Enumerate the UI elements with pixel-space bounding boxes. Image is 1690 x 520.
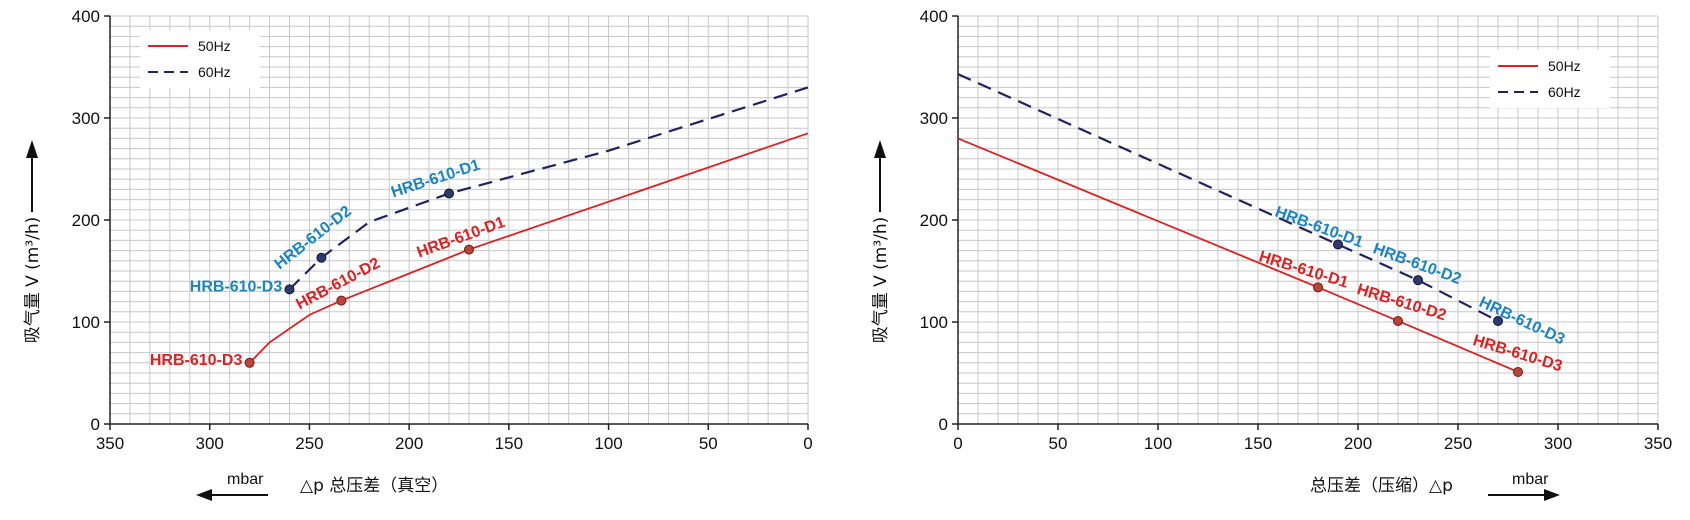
y-tick-label: 0: [939, 415, 948, 434]
data-point: [336, 295, 347, 306]
y-axis-label: 吸气量 V (m³/h): [23, 217, 43, 344]
x-tick-label: 150: [1244, 434, 1272, 453]
y-tick-label: 300: [920, 109, 948, 128]
y-tick-label: 200: [920, 211, 948, 230]
legend-label: 50Hz: [198, 38, 231, 54]
data-point: [1333, 239, 1343, 250]
y-tick-label: 300: [72, 109, 100, 128]
series-line-50Hz: [957, 137, 1519, 373]
x-tick-label: 50: [1049, 434, 1068, 453]
data-point: [1313, 282, 1323, 293]
data-point: [1493, 315, 1503, 326]
y-tick-label: 400: [72, 7, 100, 26]
legend-label: 50Hz: [1548, 58, 1581, 74]
data-point: [316, 252, 327, 263]
legend-box: [140, 30, 260, 88]
legend-label: 60Hz: [1548, 84, 1581, 100]
x-tick-label: 100: [594, 434, 622, 453]
x-unit-label: mbar: [1512, 471, 1549, 488]
x-tick-label: 200: [395, 434, 423, 453]
data-point: [1413, 275, 1423, 286]
data-point: [1513, 366, 1523, 377]
data-point: [1393, 315, 1403, 326]
y-arrow-head: [874, 140, 886, 158]
x-arrow-head: [1544, 489, 1560, 501]
data-label: HRB-610-D1: [1257, 248, 1350, 291]
data-label: HRB-610-D3: [150, 352, 243, 369]
y-arrow-head: [26, 140, 38, 158]
y-tick-label: 400: [920, 7, 948, 26]
x-tick-label: 150: [495, 434, 523, 453]
x-tick-label: 250: [1444, 434, 1472, 453]
y-tick-label: 0: [91, 415, 100, 434]
data-label: HRB-610-D1: [1273, 204, 1366, 252]
chart-panel-2: 0 100 200 300 400 0 50 100 150 200 250 300 350 HRB-61…: [871, 7, 1672, 501]
chart-panel-1: 0 100 200 300 400 350 300 250 200 150 100 50 0 HRB-61…: [23, 7, 813, 501]
y-axis-label: 吸气量 V (m³/h): [871, 217, 891, 344]
series-line-50Hz: [248, 132, 809, 364]
x-unit-label: mbar: [227, 471, 264, 488]
data-point: [444, 188, 455, 199]
x-tick-label: 300: [196, 434, 224, 453]
y-tick-label: 200: [72, 211, 100, 230]
data-point: [284, 284, 295, 295]
x-axis-label: △p 总压差（真空）: [300, 476, 448, 496]
legend-box: [1490, 50, 1610, 108]
x-tick-label: 100: [1144, 434, 1172, 453]
legend-label: 60Hz: [198, 64, 231, 80]
x-axis-label: 总压差（压缩）△p: [1310, 476, 1453, 496]
x-tick-label: 300: [1544, 434, 1572, 453]
data-label: HRB-610-D2: [272, 203, 355, 273]
y-tick-label: 100: [72, 313, 100, 332]
x-tick-label: 350: [96, 434, 124, 453]
x-tick-label: 250: [295, 434, 323, 453]
data-label: HRB-610-D3: [190, 278, 283, 295]
x-tick-label: 0: [953, 434, 962, 453]
x-tick-label: 50: [699, 434, 718, 453]
data-point: [463, 244, 474, 255]
y-tick-label: 100: [920, 313, 948, 332]
x-tick-label: 350: [1644, 434, 1672, 453]
x-tick-label: 0: [803, 434, 812, 453]
series-line-60Hz: [957, 73, 1499, 322]
x-arrow-head: [196, 489, 212, 501]
x-tick-label: 200: [1344, 434, 1372, 453]
data-point: [244, 357, 255, 368]
